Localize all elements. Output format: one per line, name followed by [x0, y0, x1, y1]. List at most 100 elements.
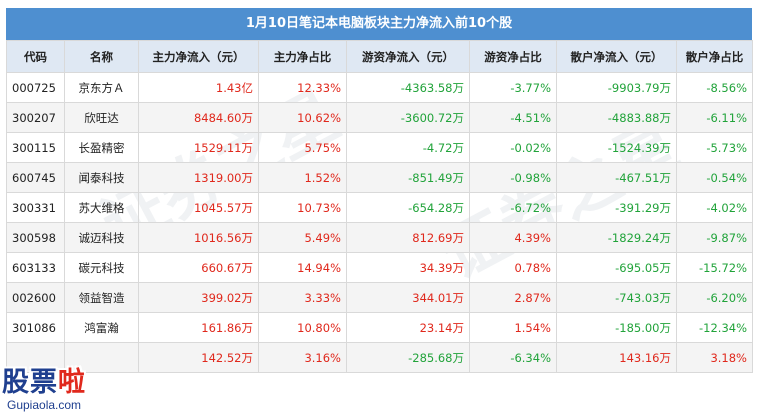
cell-main-ratio: 10.73%: [258, 192, 347, 223]
header-hot-ratio: 游资净占比: [469, 40, 557, 73]
cell-main-inflow: 1045.57万: [138, 192, 259, 223]
cell-name: 长盈精密: [64, 132, 139, 163]
table-row: 300115 长盈精密 1529.11万 5.75% -4.72万 -0.02% -1524…: [6, 132, 753, 163]
cell-retail-inflow: 143.16万: [556, 342, 677, 373]
cell-hot-inflow: -4363.58万: [346, 72, 470, 103]
cell-code: 000725: [6, 72, 65, 103]
cell-retail-ratio: -15.72%: [676, 252, 753, 283]
cell-main-ratio: 10.80%: [258, 312, 347, 343]
cell-retail-inflow: -185.00万: [556, 312, 677, 343]
table-row: 603133 碳元科技 660.67万 14.94% 34.39万 0.78% -695.0…: [6, 252, 753, 283]
cell-code: 301086: [6, 312, 65, 343]
cell-name: 鸿富瀚: [64, 312, 139, 343]
cell-name: 苏大维格: [64, 192, 139, 223]
cell-retail-inflow: -9903.79万: [556, 72, 677, 103]
cell-retail-inflow: -1524.39万: [556, 132, 677, 163]
cell-main-inflow: 8484.60万: [138, 102, 259, 133]
cell-main-inflow: 1016.56万: [138, 222, 259, 253]
cell-name: 闻泰科技: [64, 162, 139, 193]
cell-hot-ratio: -6.34%: [469, 342, 557, 373]
logo-main-text: 股票: [2, 367, 58, 398]
cell-name: 欣旺达: [64, 102, 139, 133]
cell-main-ratio: 5.75%: [258, 132, 347, 163]
cell-code: 603133: [6, 252, 65, 283]
table-row: 301086 鸿富瀚 161.86万 10.80% 23.14万 1.54% -185.00…: [6, 312, 753, 343]
cell-hot-inflow: -285.68万: [346, 342, 470, 373]
cell-main-inflow: 1529.11万: [138, 132, 259, 163]
cell-retail-inflow: -743.03万: [556, 282, 677, 313]
table-row: 300331 苏大维格 1045.57万 10.73% -654.28万 -6.72% -3…: [6, 192, 753, 223]
cell-main-ratio: 3.16%: [258, 342, 347, 373]
cell-main-inflow: 1.43亿: [138, 72, 259, 103]
cell-main-inflow: 399.02万: [138, 282, 259, 313]
cell-name: 京东方Ａ: [64, 72, 139, 103]
header-name: 名称: [64, 40, 139, 73]
cell-retail-inflow: -467.51万: [556, 162, 677, 193]
cell-main-inflow: 161.86万: [138, 312, 259, 343]
cell-code: 002600: [6, 282, 65, 313]
cell-hot-inflow: -4.72万: [346, 132, 470, 163]
header-code: 代码: [6, 40, 65, 73]
table-row: 142.52万 3.16% -285.68万 -6.34% 143.16万 3.18%: [6, 342, 753, 373]
cell-name: 诚迈科技: [64, 222, 139, 253]
cell-main-ratio: 3.33%: [258, 282, 347, 313]
cell-hot-ratio: 2.87%: [469, 282, 557, 313]
cell-code: 300207: [6, 102, 65, 133]
header-retail-inflow: 散户净流入（元）: [556, 40, 677, 73]
cell-hot-ratio: -4.51%: [469, 102, 557, 133]
header-main-ratio: 主力净占比: [258, 40, 347, 73]
cell-code: [6, 342, 65, 373]
table-title: 1月10日笔记本电脑板块主力净流入前10个股: [6, 8, 752, 40]
cell-hot-ratio: 4.39%: [469, 222, 557, 253]
cell-retail-inflow: -695.05万: [556, 252, 677, 283]
cell-retail-ratio: -0.54%: [676, 162, 753, 193]
cell-code: 300331: [6, 192, 65, 223]
cell-hot-inflow: 344.01万: [346, 282, 470, 313]
cell-main-ratio: 14.94%: [258, 252, 347, 283]
cell-name: 碳元科技: [64, 252, 139, 283]
cell-name: 领益智造: [64, 282, 139, 313]
cell-hot-ratio: -3.77%: [469, 72, 557, 103]
table-row: 300207 欣旺达 8484.60万 10.62% -3600.72万 -4.51% -4…: [6, 102, 753, 133]
cell-retail-ratio: -6.20%: [676, 282, 753, 313]
cell-hot-ratio: 0.78%: [469, 252, 557, 283]
cell-main-ratio: 12.33%: [258, 72, 347, 103]
cell-hot-ratio: -0.98%: [469, 162, 557, 193]
header-hot-inflow: 游资净流入（元）: [346, 40, 470, 73]
table-row: 000725 京东方Ａ 1.43亿 12.33% -4363.58万 -3.77% -990…: [6, 72, 753, 103]
header-main-inflow: 主力净流入（元）: [138, 40, 259, 73]
cell-code: 300598: [6, 222, 65, 253]
cell-main-ratio: 1.52%: [258, 162, 347, 193]
cell-retail-ratio: -4.02%: [676, 192, 753, 223]
logo-text: 股票啦: [2, 360, 86, 399]
cell-hot-inflow: -654.28万: [346, 192, 470, 223]
table-row: 600745 闻泰科技 1319.00万 1.52% -851.49万 -0.98% -46…: [6, 162, 753, 193]
cell-retail-inflow: -1829.24万: [556, 222, 677, 253]
data-table-card: 1月10日笔记本电脑板块主力净流入前10个股 代码 名称 主力净流入（元） 主力…: [6, 8, 753, 373]
cell-main-inflow: 660.67万: [138, 252, 259, 283]
cell-retail-ratio: 3.18%: [676, 342, 753, 373]
logo-accent-text: 啦: [58, 367, 86, 398]
cell-retail-ratio: -6.11%: [676, 102, 753, 133]
cell-hot-ratio: -6.72%: [469, 192, 557, 223]
cell-retail-inflow: -4883.88万: [556, 102, 677, 133]
cell-main-inflow: 142.52万: [138, 342, 259, 373]
header-retail-ratio: 散户净占比: [676, 40, 753, 73]
table-row: 002600 领益智造 399.02万 3.33% 344.01万 2.87% -743.0…: [6, 282, 753, 313]
cell-hot-inflow: 812.69万: [346, 222, 470, 253]
cell-retail-ratio: -12.34%: [676, 312, 753, 343]
fund-flow-table: 代码 名称 主力净流入（元） 主力净占比 游资净流入（元） 游资净占比 散户净流…: [6, 40, 753, 373]
cell-hot-inflow: -3600.72万: [346, 102, 470, 133]
table-row: 300598 诚迈科技 1016.56万 5.49% 812.69万 4.39% -1829…: [6, 222, 753, 253]
cell-code: 600745: [6, 162, 65, 193]
header-row: 代码 名称 主力净流入（元） 主力净占比 游资净流入（元） 游资净占比 散户净流…: [6, 40, 753, 73]
gupiaola-logo: 股票啦 Gupiaola.com: [2, 360, 114, 416]
cell-name: [64, 342, 139, 373]
cell-code: 300115: [6, 132, 65, 163]
cell-main-ratio: 10.62%: [258, 102, 347, 133]
cell-main-ratio: 5.49%: [258, 222, 347, 253]
logo-url: Gupiaola.com: [5, 398, 84, 412]
cell-retail-ratio: -8.56%: [676, 72, 753, 103]
cell-retail-ratio: -9.87%: [676, 222, 753, 253]
cell-hot-ratio: 1.54%: [469, 312, 557, 343]
